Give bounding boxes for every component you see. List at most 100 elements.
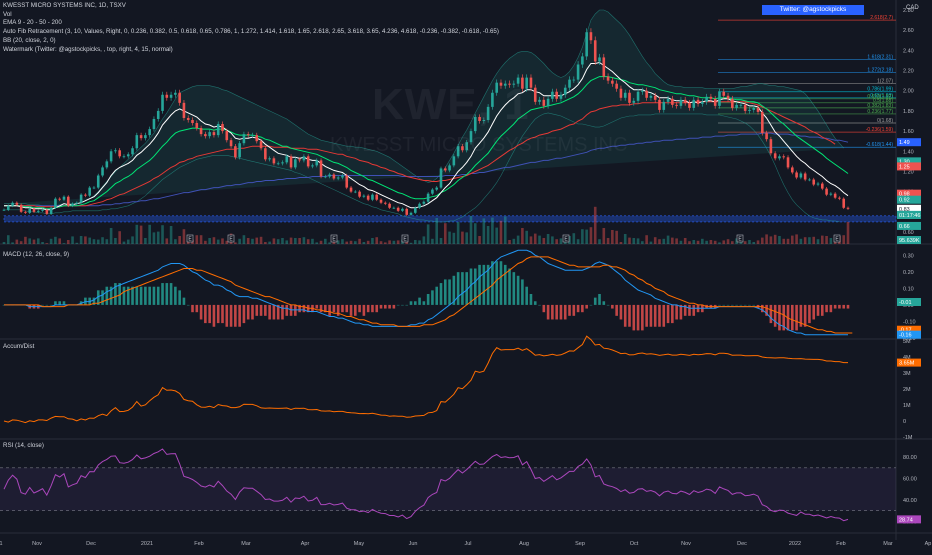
macd-tick-label: 0.20 (903, 270, 914, 276)
time-tick-label: Feb (836, 541, 845, 547)
candle-body (486, 106, 490, 120)
candle-body (469, 131, 473, 143)
earnings-marker-box[interactable] (186, 234, 194, 243)
candle-body (533, 87, 537, 102)
candle-body (24, 211, 27, 213)
candle-body (431, 189, 434, 194)
macd-histogram-bar (101, 290, 104, 305)
candle-body (529, 77, 533, 88)
candle-body (795, 172, 798, 178)
volume-bar (508, 240, 511, 244)
earnings-marker-box[interactable] (227, 234, 235, 243)
candle-body (542, 99, 546, 106)
accum-tick-label: 4M (903, 355, 911, 361)
macd-histogram-bar (769, 304, 773, 324)
macd-label[interactable]: MACD (12, 26, close, 9) (3, 251, 70, 258)
candle-body (341, 175, 344, 178)
macd-histogram-bar (658, 304, 661, 327)
volume-bar (49, 238, 53, 244)
symbol-title[interactable]: KWESST MICRO SYSTEMS INC, 1D, TSXV (3, 2, 126, 9)
macd-histogram-bar (371, 304, 374, 313)
candle-body (636, 91, 640, 101)
candle-body (572, 79, 576, 81)
volume-bar (264, 242, 267, 244)
candle-body (41, 209, 44, 211)
price-badge-bg (897, 157, 921, 166)
macd-histogram-bar (666, 304, 670, 324)
macd-histogram-bar (366, 304, 370, 313)
volume-bar (388, 240, 391, 244)
volume-bar (576, 239, 580, 244)
accum-tick-label: 1M (903, 403, 911, 409)
accum-dist-label[interactable]: Accum/Dist (3, 343, 35, 350)
macd-histogram-bar (456, 272, 460, 305)
legend-bb[interactable]: BB (20, close, 2, 0) (3, 36, 56, 44)
macd-histogram-bar (465, 272, 469, 305)
price-badge-bg (897, 204, 921, 213)
macd-histogram-bar (602, 301, 606, 305)
macd-histogram-bar (782, 304, 786, 331)
time-tick-label: Dec (86, 541, 96, 547)
price-tick-label: 2.00 (903, 89, 914, 95)
candle-body (182, 102, 186, 118)
volume-bar (551, 236, 554, 244)
volume-bar (161, 225, 164, 244)
macd-histogram-bar (191, 304, 194, 313)
earnings-marker-box[interactable] (736, 234, 744, 243)
macd-histogram-bar (341, 304, 344, 313)
candle-body (281, 162, 284, 164)
accum-tick-label: -1M (903, 435, 913, 441)
earnings-marker-box[interactable] (833, 234, 841, 243)
candle-body (264, 148, 267, 160)
candle-body (315, 160, 319, 166)
legend-fib[interactable]: Auto Fib Retracement (3, 10, Values, Rig… (3, 28, 499, 36)
macd-histogram-bar (572, 304, 576, 316)
macd-histogram-bar (122, 286, 126, 305)
volume-bar (469, 216, 473, 244)
macd-histogram-bar (671, 304, 674, 324)
legend-watermark[interactable]: Watermark (Twitter: @agstockpicks, , top… (3, 45, 173, 53)
macd-histogram-bar (722, 304, 726, 306)
volume-bar (713, 240, 717, 244)
candle-body (6, 205, 10, 210)
candle-body (148, 129, 151, 136)
macd-histogram-bar (392, 304, 396, 309)
volume-bar (731, 241, 734, 244)
earnings-marker-box[interactable] (330, 234, 338, 243)
legend-volume[interactable]: Vol (3, 10, 12, 18)
company-watermark: KWESST MICRO SYSTEMS INC (330, 134, 628, 156)
fib-level-label: 0.65(1.93) (870, 93, 893, 99)
earnings-marker-box[interactable] (401, 234, 409, 243)
macd-histogram-bar (144, 286, 147, 305)
macd-histogram-bar (838, 304, 841, 309)
earnings-marker-box[interactable] (562, 234, 570, 243)
candle-body (413, 207, 417, 213)
candle-body (54, 198, 57, 208)
macd-histogram-bar (336, 304, 340, 316)
volume-bar (332, 241, 336, 244)
volume-bar (628, 237, 631, 244)
candle-body (392, 207, 396, 209)
volume-bar (58, 238, 61, 244)
candle-body (499, 82, 503, 86)
macd-histogram-bar (816, 304, 820, 316)
candle-body (495, 82, 498, 93)
candle-body (105, 161, 109, 168)
macd-histogram-bar (109, 286, 113, 305)
earnings-marker-label: E (403, 237, 407, 243)
macd-histogram-bar (315, 304, 319, 309)
candle-body (658, 99, 661, 110)
candle-body (49, 207, 53, 214)
macd-histogram-bar (328, 304, 331, 316)
macd-histogram-bar (152, 286, 156, 305)
legend-ema[interactable]: EMA 9 - 20 - 50 - 200 (3, 19, 62, 27)
macd-histogram-bar (452, 275, 456, 305)
macd-histogram-bar (379, 304, 383, 309)
candle-body (743, 104, 747, 111)
macd-histogram-bar (58, 301, 61, 305)
rsi-label[interactable]: RSI (14, close) (3, 442, 44, 449)
volume-bar (589, 227, 593, 244)
macd-histogram-bar (576, 304, 580, 313)
macd-histogram-bar (765, 304, 768, 316)
